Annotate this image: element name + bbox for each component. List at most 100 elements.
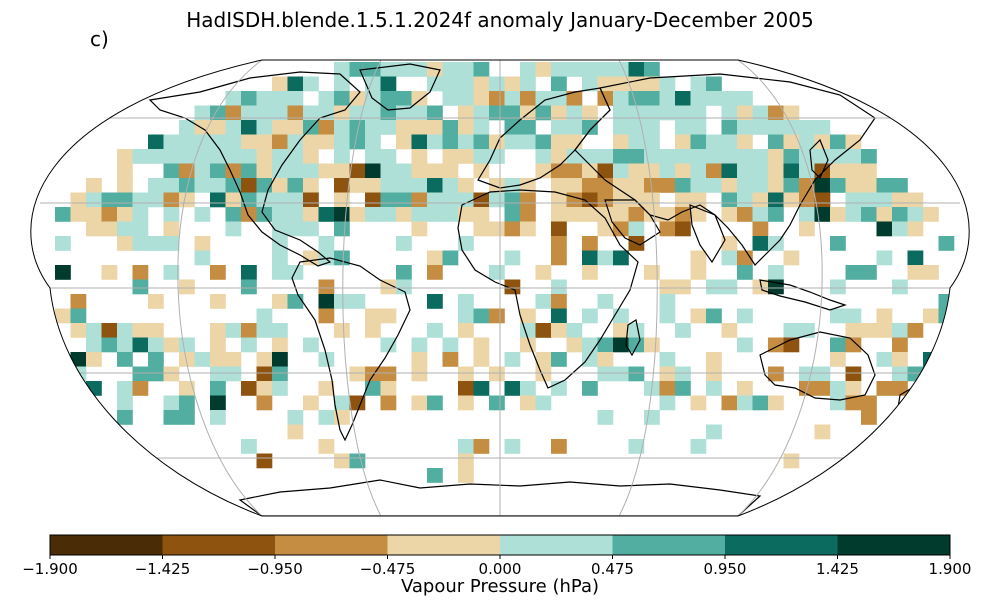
anomaly-cell [768,207,784,222]
anomaly-cell [210,178,226,193]
anomaly-cell [117,410,133,425]
anomaly-cell [427,468,443,483]
colorbar-tick-label: 1.900 [928,560,972,578]
anomaly-cell [520,120,536,135]
anomaly-cell [675,163,691,179]
anomaly-cell [473,105,490,121]
anomaly-cell [582,120,598,135]
anomaly-cell [644,76,660,92]
anomaly-cell [597,250,614,266]
anomaly-cell [721,279,738,295]
anomaly-cell [582,265,598,280]
anomaly-cell [597,163,614,179]
anomaly-cell [551,308,567,324]
anomaly-cell [365,120,381,135]
colorbar-segment [50,535,163,555]
anomaly-cell [520,207,536,222]
panel-label: c) [90,27,109,51]
anomaly-cell [458,468,474,483]
anomaly-cell [334,91,350,106]
anomaly-cell [458,91,474,106]
anomaly-cell [628,207,645,222]
anomaly-cell [86,221,102,237]
anomaly-cell [892,178,908,193]
anomaly-cell [256,149,273,164]
anomaly-cell [86,337,102,353]
anomaly-cell [163,178,180,193]
anomaly-cell [582,308,598,324]
anomaly-cell [442,352,459,367]
anomaly-cell [566,163,583,179]
anomaly-cell [783,250,800,266]
anomaly-cell [675,323,691,338]
anomaly-cell [706,366,722,382]
anomaly-cell [458,120,474,135]
anomaly-cell [349,178,366,193]
anomaly-cell [659,279,676,295]
anomaly-cell [659,105,676,121]
anomaly-cell [551,250,567,266]
anomaly-cell [303,337,319,353]
anomaly-cell [55,265,71,280]
anomaly-cell [845,308,862,324]
anomaly-cell [303,395,319,411]
anomaly-cell [907,192,924,208]
anomaly-cell [504,352,521,367]
anomaly-cell [458,207,474,222]
anomaly-cell [675,91,691,106]
anomaly-cell [613,149,629,164]
anomaly-cell [241,279,257,295]
anomaly-cell [318,134,335,150]
anomaly-cell [644,134,660,150]
anomaly-cell [675,279,691,295]
anomaly-cell [628,323,645,338]
anomaly-cell [752,149,769,164]
anomaly-cell [752,192,769,208]
anomaly-cell [241,134,257,150]
anomaly-cell [179,134,195,150]
anomaly-cell [783,453,800,469]
anomaly-cell [334,163,350,179]
anomaly-cell [272,149,288,164]
anomaly-cell [597,91,614,106]
anomaly-cell [272,105,288,121]
anomaly-cell [675,381,691,396]
anomaly-cell [194,134,211,150]
anomaly-cell [442,178,459,193]
anomaly-cell [659,395,676,411]
anomaly-cell [675,120,691,135]
anomaly-cell [551,221,567,237]
anomaly-cell [194,178,211,193]
anomaly-cell [334,395,350,411]
anomaly-cell [179,120,195,135]
anomaly-cell [504,250,521,266]
anomaly-cell [845,207,862,222]
anomaly-cell [830,308,846,324]
anomaly-cell [752,120,769,135]
anomaly-cell [272,221,288,237]
anomaly-cell [272,76,288,92]
anomaly-cell [210,352,226,367]
anomaly-cell [272,178,288,193]
anomaly-cell [473,381,490,396]
anomaly-cell [752,163,769,179]
anomaly-cell [256,323,273,338]
anomaly-cell [799,221,815,237]
anomaly-cell [907,265,924,280]
anomaly-cell [411,337,428,353]
anomaly-cell [566,207,583,222]
anomaly-cell [55,308,71,324]
anomaly-cell [628,149,645,164]
anomaly-cell [721,192,738,208]
anomaly-cell [163,265,180,280]
anomaly-cell [489,395,505,411]
anomaly-cell [721,207,738,222]
anomaly-cell [861,163,877,179]
longitude-gridline [737,60,823,516]
anomaly-cell [179,163,195,179]
anomaly-cell [659,352,676,367]
anomaly-cell [876,352,893,367]
anomaly-cell [458,439,474,454]
anomaly-cell [380,366,397,382]
